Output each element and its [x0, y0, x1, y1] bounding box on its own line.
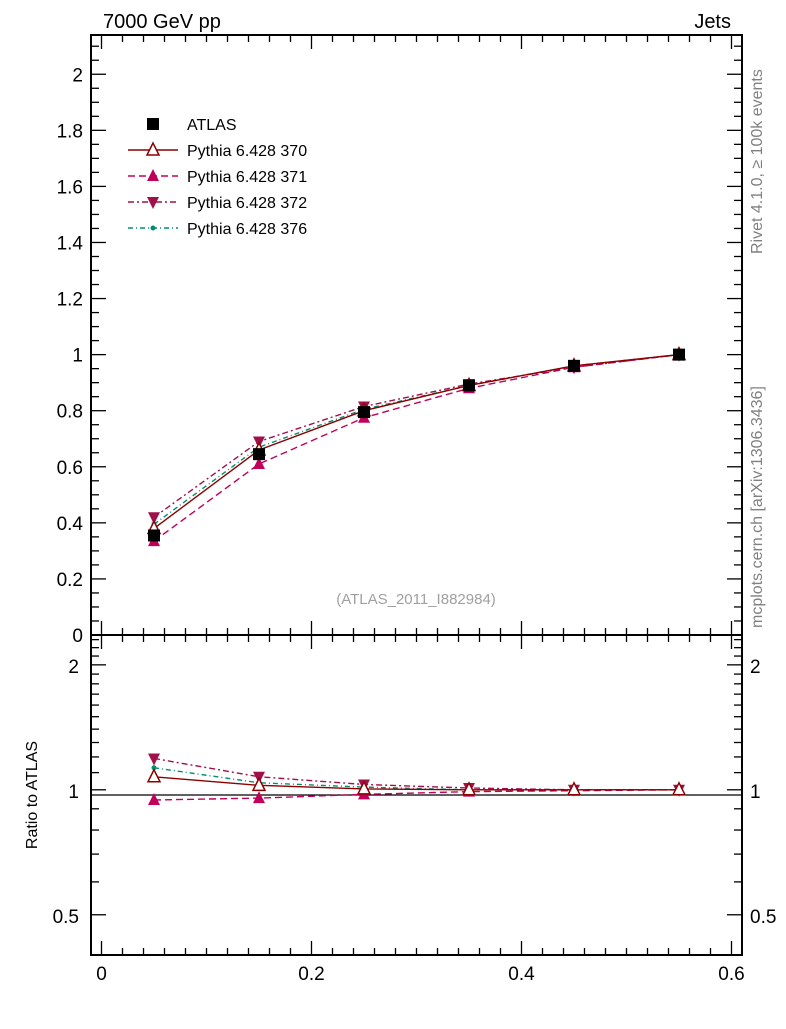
main-y-tick-label: 1.2 — [57, 290, 83, 311]
ratio-panel: 0.5 0.5 1 1 2 2 0 0.2 0.4 0.6 — [53, 634, 776, 985]
ratio-data-point — [251, 776, 267, 792]
header-left-label: 7000 GeV pp — [103, 11, 221, 33]
ratio-axis-ticks: 0.5 0.5 1 1 2 2 0 0.2 0.4 0.6 — [53, 635, 776, 985]
ratio-series-line — [153, 757, 679, 791]
main-y-tick-label: 1 — [72, 346, 83, 367]
ratio-y-tick-label: 2 — [68, 657, 79, 678]
main-series-line — [153, 353, 680, 518]
ratio-series-line — [153, 767, 679, 791]
ratio-series-line — [153, 776, 679, 791]
ratio-y-tick-label: 0.5 — [53, 907, 79, 928]
main-y-tick-label: 1.4 — [57, 233, 84, 254]
main-data-point — [253, 448, 265, 461]
ratio-y-tick-label-right: 0.5 — [750, 907, 776, 928]
main-panel: 0 0.2 0.4 0.6 0.8 1 1.2 1.4 1.6 1.8 2 — [57, 34, 743, 647]
main-data-point — [253, 456, 265, 469]
main-axis-ticks: 0 0.2 0.4 0.6 0.8 1 1.2 1.4 1.6 1.8 2 — [57, 35, 742, 647]
ratio-data-point — [461, 781, 477, 796]
main-y-tick-label: 2 — [72, 65, 83, 86]
main-data-point — [148, 529, 160, 542]
ratio-x-tick-label: 0.6 — [718, 964, 744, 985]
main-y-tick-label: 1.8 — [57, 121, 83, 142]
main-y-tick-label: 0 — [72, 626, 83, 647]
main-data-point — [673, 348, 685, 361]
main-data-point — [358, 406, 370, 419]
legend-marker — [147, 197, 159, 209]
ratio-y-tick-label: 1 — [68, 782, 79, 803]
header-right-label: Jets — [694, 11, 731, 33]
legend-marker — [147, 118, 159, 130]
mcplots-citation-label: mcplots.cern.ch [arXiv:1306.3436] — [749, 386, 766, 628]
legend-marker — [150, 225, 156, 231]
ratio-data-point — [253, 791, 265, 804]
main-y-tick-label: 0.6 — [57, 458, 83, 479]
main-y-tick-label: 0.2 — [57, 570, 83, 591]
ratio-data-point — [146, 768, 162, 783]
ratio-y-tick-label-right: 1 — [750, 782, 761, 803]
main-series-line — [153, 353, 680, 530]
legend-marker — [147, 169, 159, 181]
main-series-layer — [146, 345, 687, 547]
ratio-data-point — [356, 780, 372, 795]
main-y-tick-label: 0.8 — [57, 402, 83, 423]
ratio-y-tick-label-right: 2 — [750, 657, 761, 678]
legend-label: Pythia 6.428 372 — [187, 195, 307, 212]
main-series-line — [153, 353, 680, 542]
ratio-x-tick-label: 0.2 — [298, 964, 324, 985]
main-y-tick-label: 1.6 — [57, 177, 83, 198]
legend-label: ATLAS — [187, 117, 237, 134]
ratio-panel-frame — [90, 634, 743, 956]
main-data-point — [568, 359, 580, 372]
ratio-data-point — [148, 753, 160, 766]
main-y-tick-label: 0.4 — [57, 514, 84, 535]
legend-label: Pythia 6.428 376 — [187, 221, 307, 238]
main-data-point — [148, 512, 160, 525]
ratio-y-axis-label: Ratio to ATLAS — [24, 741, 41, 849]
rivet-version-label: Rivet 4.1.0, ≥ 100k events — [749, 69, 766, 254]
analysis-id-label: (ATLAS_2011_I882984) — [336, 591, 496, 608]
ratio-data-point — [566, 781, 582, 796]
ratio-series-layer — [146, 753, 687, 806]
legend-label: Pythia 6.428 370 — [187, 143, 307, 160]
main-series-line — [153, 353, 680, 525]
ratio-data-point — [671, 781, 687, 796]
legend: ATLAS Pythia 6.428 370 Pythia 6.428 371 Pyt… — [128, 117, 307, 238]
legend-label: Pythia 6.428 371 — [187, 169, 307, 186]
ratio-data-point — [148, 793, 160, 806]
main-data-point — [463, 379, 475, 392]
ratio-x-tick-label: 0.4 — [508, 964, 535, 985]
ratio-data-point — [151, 765, 157, 771]
ratio-x-tick-label: 0 — [96, 964, 107, 985]
legend-marker — [145, 141, 161, 156]
